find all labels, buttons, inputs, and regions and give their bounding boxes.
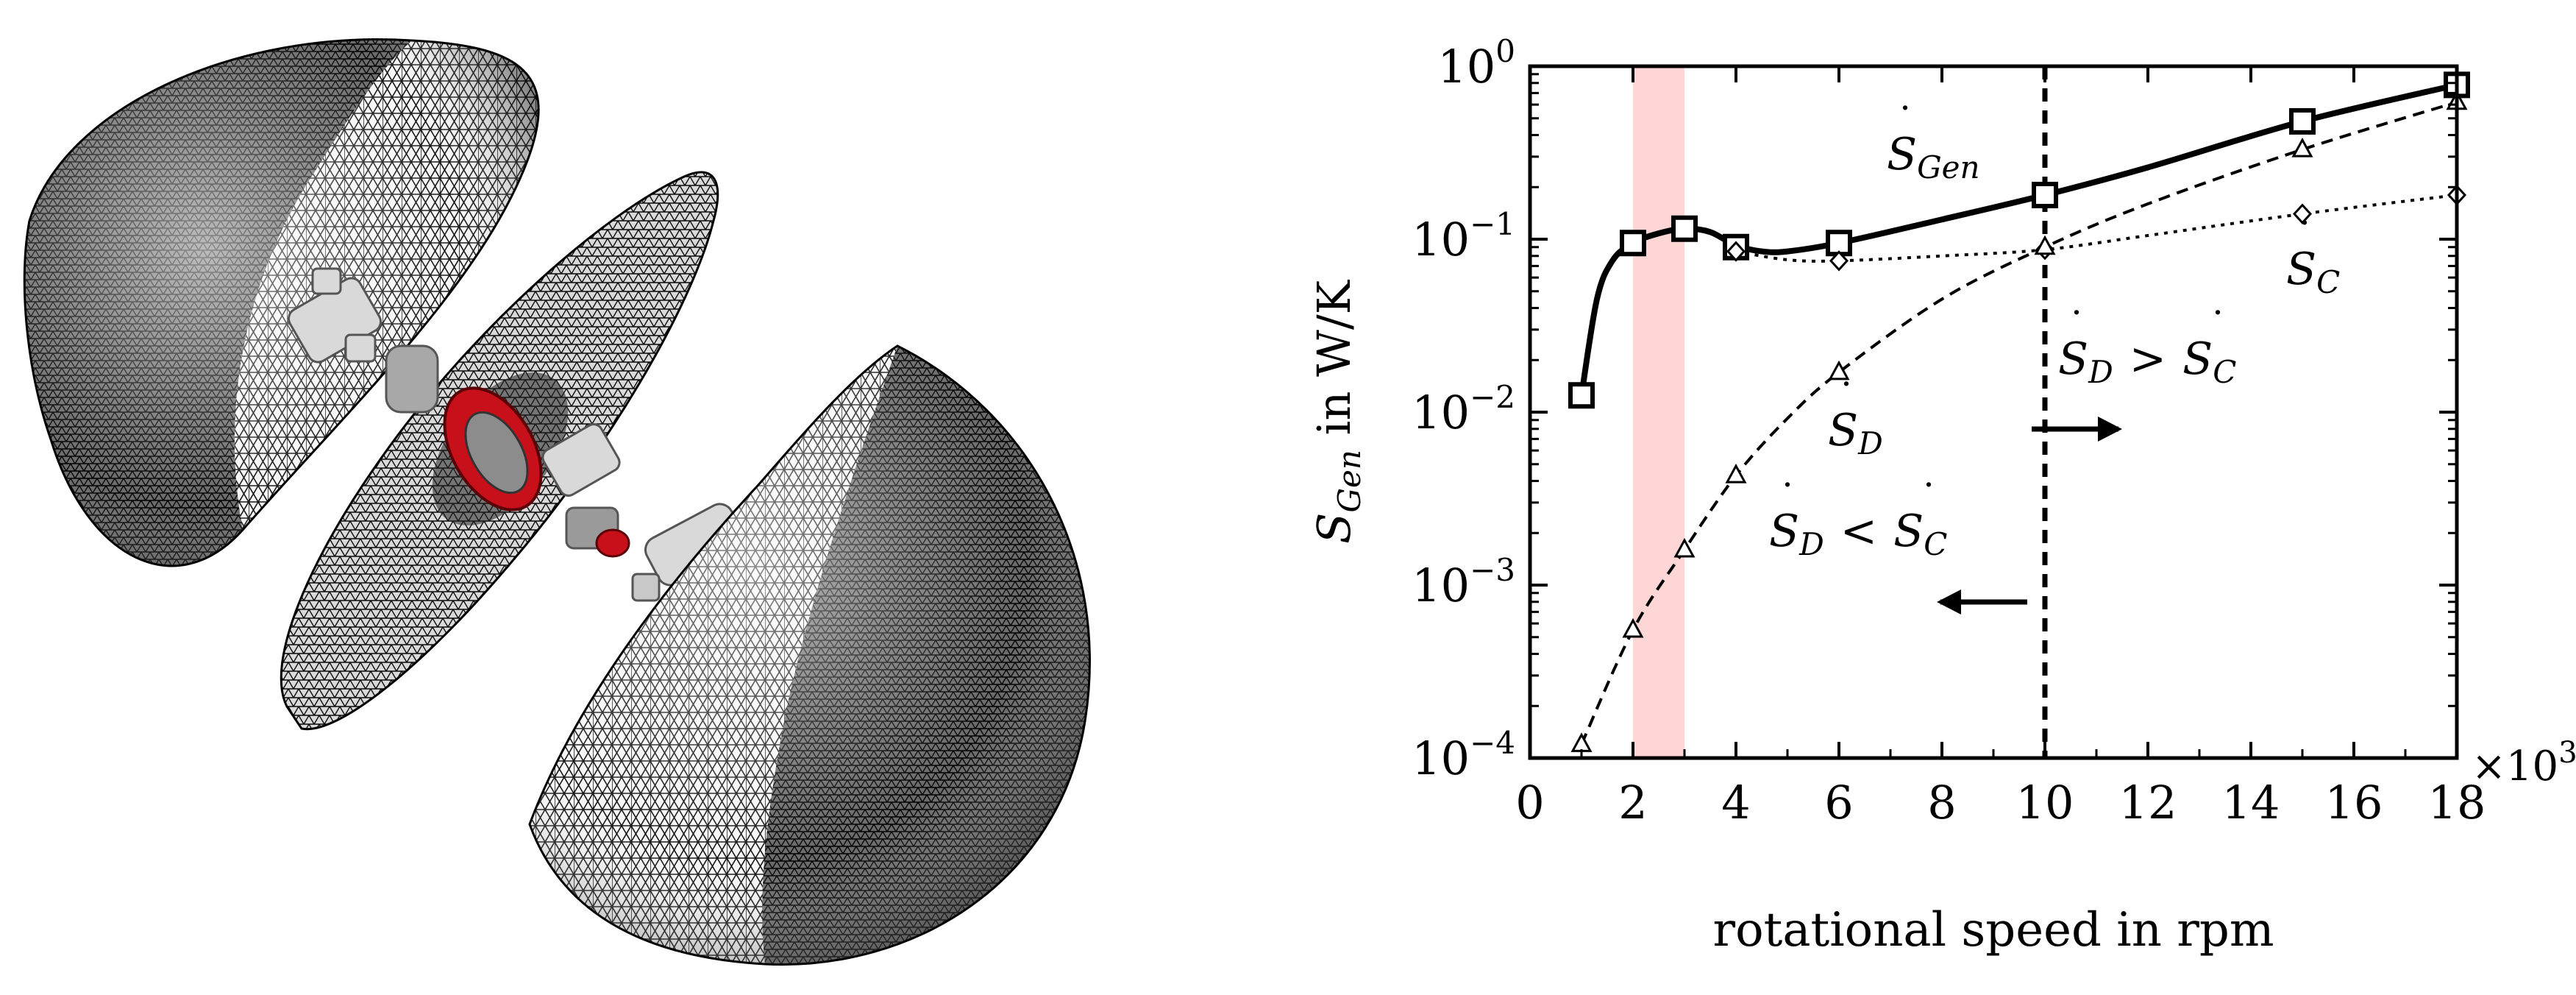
svg-text:˙: ˙ bbox=[2210, 306, 2226, 344]
data-point-s-gen bbox=[1671, 215, 1698, 242]
data-point-s-d bbox=[1828, 360, 1850, 380]
x-tick-label: 0 bbox=[1515, 776, 1544, 829]
annotation-s-gen: SGen ˙ bbox=[1887, 102, 1980, 185]
data-point-s-d bbox=[2034, 235, 2056, 255]
svg-text:SGen: SGen bbox=[1887, 129, 1980, 185]
arrow-right bbox=[2032, 417, 2122, 442]
x-axis-label: rotational speed in rpm bbox=[1712, 903, 2274, 957]
upper-hemisphere bbox=[23, 38, 540, 567]
arrow-left bbox=[1937, 589, 2027, 615]
svg-text:˙: ˙ bbox=[1779, 478, 1796, 516]
lower-hemisphere bbox=[528, 344, 1091, 966]
data-point-s-d bbox=[1622, 617, 1644, 638]
y-tick-label: 10−2 bbox=[1412, 379, 1515, 439]
highlight-band bbox=[1633, 66, 1684, 758]
mesh-illustration-panel bbox=[0, 0, 1148, 992]
data-point-s-d bbox=[1725, 464, 1747, 484]
x-tick-label: 8 bbox=[1927, 776, 1956, 829]
svg-text:SC: SC bbox=[2286, 244, 2340, 300]
x-tick-label: 12 bbox=[2119, 776, 2177, 829]
mesh-illustration bbox=[23, 38, 1091, 966]
data-point-s-c bbox=[1726, 241, 1746, 262]
x-tick-label: 18 bbox=[2428, 776, 2486, 829]
y-tick-label: 100 bbox=[1437, 33, 1515, 93]
x-multiplier-label: ×103 bbox=[2472, 736, 2576, 790]
svg-text:SD>SC: SD > SC bbox=[2058, 333, 2236, 390]
data-point-s-d bbox=[1570, 732, 1593, 752]
svg-text:SD<SC: SD < SC bbox=[1769, 506, 1947, 562]
x-tick-label: 2 bbox=[1618, 776, 1647, 829]
data-point-s-c bbox=[1829, 250, 1849, 272]
series-line-s-gen bbox=[1579, 82, 2458, 396]
y-tick-label: 10−1 bbox=[1412, 206, 1515, 266]
x-tick-label: 10 bbox=[2016, 776, 2074, 829]
y-tick-label: 10−4 bbox=[1412, 725, 1515, 785]
data-point-s-gen bbox=[2032, 182, 2058, 209]
annotation-d-greater-c: SD > SC ˙ ˙ bbox=[2058, 306, 2236, 390]
data-point-s-gen bbox=[1568, 382, 1595, 409]
x-tick-label: 6 bbox=[1824, 776, 1853, 829]
svg-text:˙: ˙ bbox=[1897, 102, 1913, 139]
annotation-d-less-c: SD < SC ˙ ˙ bbox=[1769, 478, 1947, 562]
svg-text:˙: ˙ bbox=[2296, 216, 2313, 254]
motor-components bbox=[287, 267, 746, 602]
svg-text:˙: ˙ bbox=[1838, 378, 1854, 415]
annotation-s-d: SD ˙ bbox=[1828, 378, 1883, 461]
annotation-s-c: SC ˙ bbox=[2286, 216, 2340, 300]
data-point-s-gen bbox=[1620, 230, 1646, 257]
svg-text:˙: ˙ bbox=[2068, 306, 2085, 344]
x-tick-label: 4 bbox=[1721, 776, 1750, 829]
entropy-chart: 0 2 4 6 8 10 12 14 16 18 100 10−1 10−2 10−3 10−4 SGen … bbox=[1307, 33, 2576, 957]
svg-text:˙: ˙ bbox=[1921, 478, 1937, 516]
data-point-s-gen bbox=[2289, 107, 2316, 135]
x-tick-label: 14 bbox=[2222, 776, 2280, 829]
svg-text:SD: SD bbox=[1828, 405, 1883, 461]
x-tick-label: 16 bbox=[2325, 776, 2383, 829]
data-point-s-d bbox=[1673, 537, 1696, 558]
y-axis-label: SGen in W/K bbox=[1307, 279, 1367, 544]
y-tick-label: 10−3 bbox=[1412, 552, 1515, 612]
data-point-s-d bbox=[2291, 138, 2313, 157]
data-point-s-c bbox=[2292, 203, 2313, 224]
entropy-chart-panel: 0 2 4 6 8 10 12 14 16 18 100 10−1 10−2 10−3 10−4 SGen … bbox=[1148, 0, 2576, 992]
